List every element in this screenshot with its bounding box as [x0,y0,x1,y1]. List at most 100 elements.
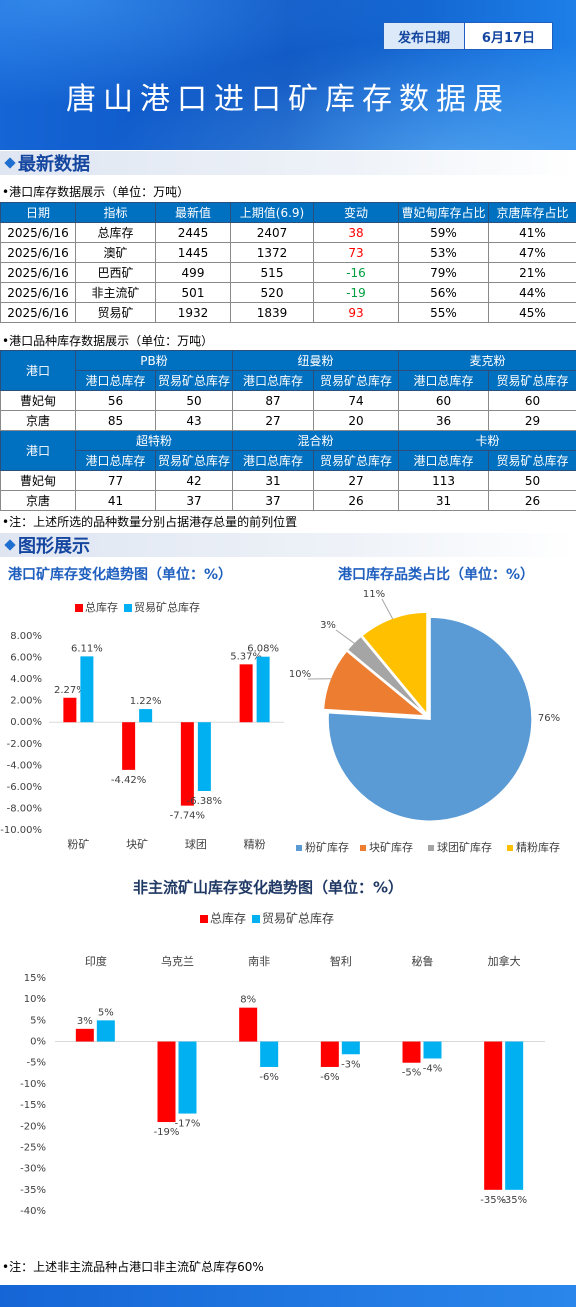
y-tick-label: -8.00% [7,803,42,814]
x-tick-label: 块矿 [126,838,148,851]
legend-label: 精粉库存 [516,840,560,854]
legend-label: 贸易矿总库存 [134,600,200,614]
section-title: 最新数据 [18,154,90,175]
table-row: 2025/6/16 非主流矿 501 520 -19 56% 44% [0,282,576,303]
group-header: PB粉 [74,350,234,371]
date-label: 发布日期 [384,23,465,49]
bar [505,1041,524,1190]
bar [402,1041,421,1063]
legend-marker [507,845,513,851]
table-cell: 41 [75,490,156,511]
bar [320,1041,339,1067]
legend-label: 贸易矿总库存 [262,911,334,926]
data-label: -35% [501,1195,527,1206]
table-row: 2025/6/16 总库存 2445 2407 38 59% 41% [0,222,576,243]
data-label: 8% [240,995,256,1006]
data-label: -5% [402,1068,421,1079]
sub-header: 贸易矿总库存 [488,370,576,391]
sub-header: 港口总库存 [398,450,490,471]
table-row: 京唐 85 43 27 20 36 29 [0,410,576,431]
data-label: -6% [320,1072,339,1083]
sub-header: 港口总库存 [232,450,315,471]
table-cell: 29 [488,410,576,431]
legend-marker [124,604,132,612]
legend-label: 总库存 [210,911,246,926]
group-header: 麦克粉 [398,350,576,371]
legend-marker [296,845,302,851]
data-label: 10% [289,669,311,680]
pie-slice [327,616,533,822]
y-tick-label: 0.00% [10,717,42,728]
table-row: 2025/6/16 澳矿 1445 1372 73 53% 47% [0,242,576,263]
bar [157,1041,176,1123]
column-header: 变动 [313,202,399,223]
bar [260,1041,279,1067]
table-cell: 1932 [155,302,231,323]
data-label: 2.27% [54,685,86,696]
table-cell: 1839 [230,302,314,323]
bar [122,722,136,770]
sub-header: 港口总库存 [75,370,156,391]
data-label: 3% [77,1016,93,1027]
sub-header: 贸易矿总库存 [488,450,576,471]
data-label: -17% [175,1119,201,1130]
data-label: -35% [480,1195,506,1206]
x-tick-label: 印度 [85,954,107,968]
table-cell: 2025/6/16 [0,242,76,263]
legend-marker [360,845,366,851]
sub-header: 贸易矿总库存 [313,450,400,471]
leader-line [381,598,394,620]
table-cell: 38 [313,222,399,243]
bar [423,1041,442,1059]
column-header: 日期 [0,202,76,223]
data-label: 6.11% [71,643,103,654]
chart-title: 港口库存品类占比（单位：%） [338,566,534,583]
table-cell: 50 [488,470,576,491]
date-box: 发布日期 6月17日 [383,22,553,50]
table-cell: 93 [313,302,399,323]
data-label: 11% [363,589,385,600]
bar [75,1028,94,1042]
bar [484,1041,503,1190]
data-label: -3% [341,1059,360,1070]
table-cell: 京唐 [0,490,76,511]
table-row: 港口总库存 贸易矿总库存 港口总库存 贸易矿总库存 港口总库存 贸易矿总库存 [1,450,576,471]
table-cell: 50 [154,390,234,411]
y-tick-label: -4.00% [7,760,42,771]
legend-marker [428,845,434,851]
bar [96,1020,115,1042]
x-tick-label: 乌克兰 [161,954,194,968]
y-tick-label: -6.00% [7,782,42,793]
variety-table: 港口 PB粉 纽曼粉 麦克粉 港口总库存 贸易矿总库存 港口总库存 贸易矿总库存 港口总库存 贸易… [0,350,576,511]
y-tick-label: -35% [20,1185,46,1196]
y-tick-label: -15% [20,1100,46,1111]
table-cell: 20 [313,410,400,431]
table-cell: -19 [313,282,399,303]
legend-label: 粉矿库存 [305,840,349,854]
x-tick-label: 精粉 [244,838,266,851]
y-tick-label: -20% [20,1121,46,1132]
sub-header: 港口总库存 [232,370,315,391]
y-tick-label: -10.00% [0,825,42,836]
x-tick-label: 加拿大 [488,954,521,968]
table-cell: 26 [488,490,576,511]
legend-marker [75,604,83,612]
bar [256,656,270,723]
bar [80,656,94,723]
y-tick-label: 5% [30,1015,46,1026]
data-label: -6.38% [187,796,222,807]
column-header: 指标 [75,202,156,223]
legend-marker [252,915,260,923]
data-label: -7.74% [170,811,205,822]
chart-title: 港口矿库存变化趋势图（单位：%） [8,566,232,583]
data-label: 76% [538,713,560,724]
section-header: 最新数据 [0,151,576,175]
y-tick-label: -25% [20,1142,46,1153]
y-tick-label: 0% [30,1037,46,1048]
page-title: 唐山港口进口矿库存数据展 [66,82,510,117]
footer-bar [0,1285,576,1307]
table-caption: •港口品种库存数据展示（单位：万吨） [2,334,214,348]
legend-label: 球团矿库存 [437,840,492,854]
table-row: 京唐 41 37 37 26 31 26 [0,490,576,511]
